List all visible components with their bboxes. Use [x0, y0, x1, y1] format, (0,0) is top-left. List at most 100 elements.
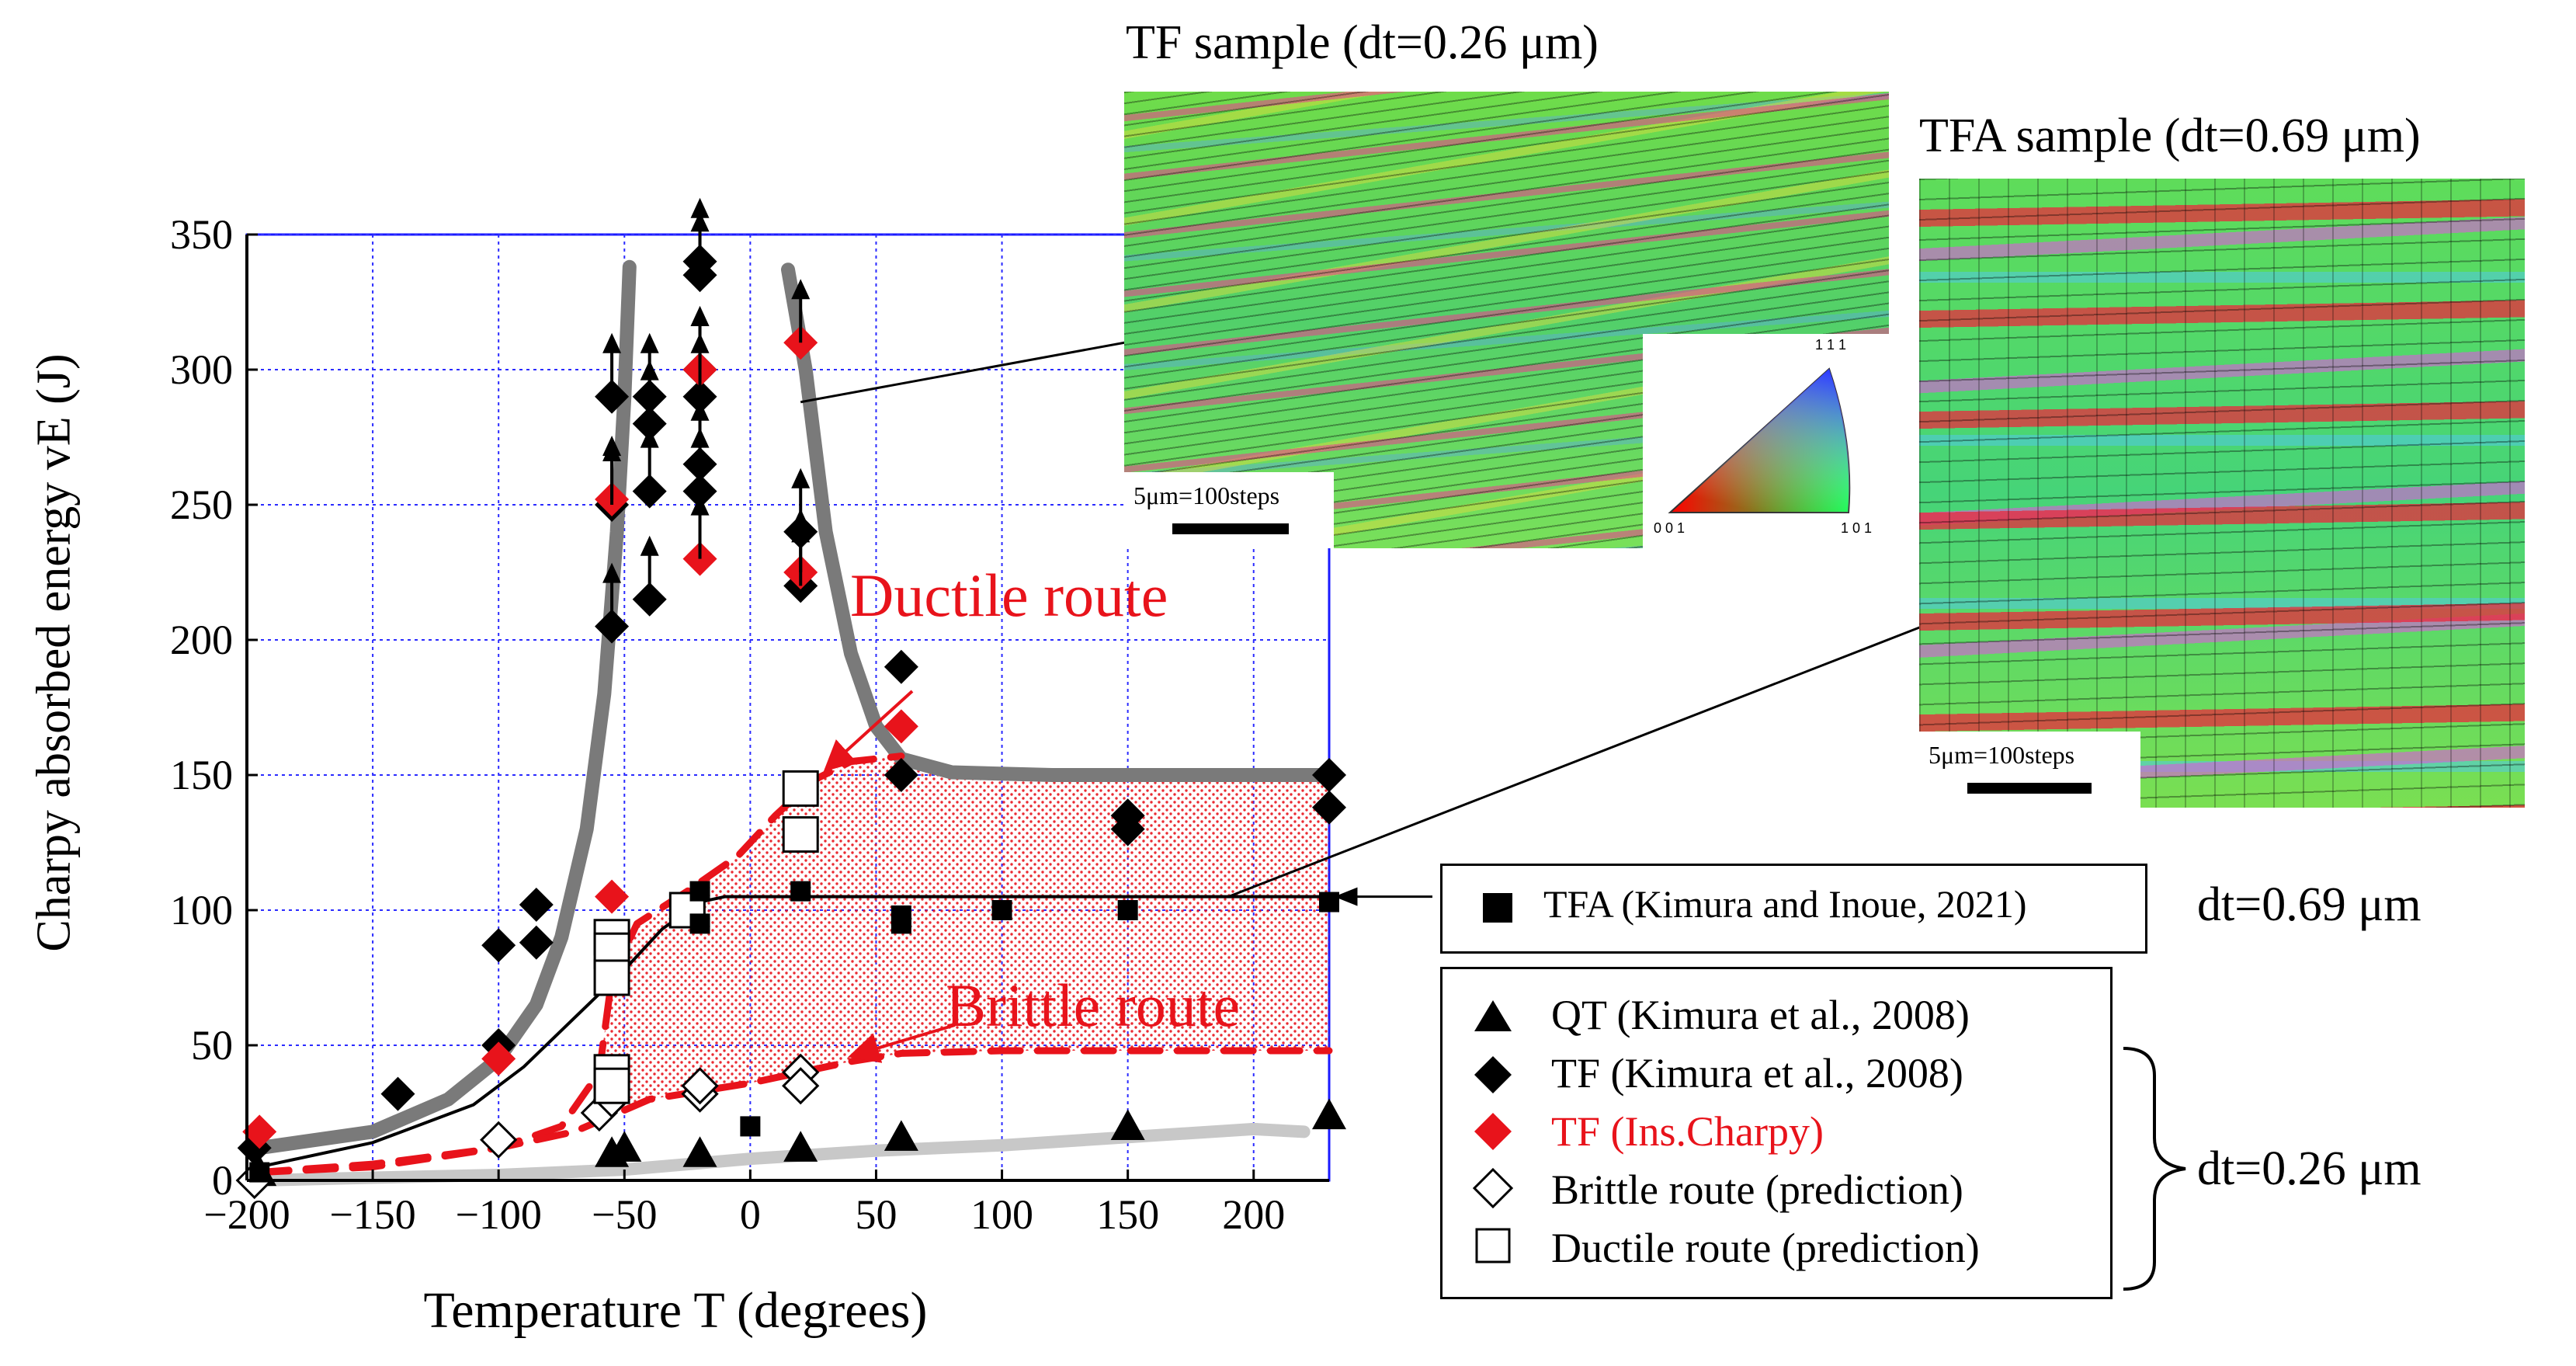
- x-tick-label: −150: [329, 1191, 415, 1238]
- legend-tf-ins-label: TF (Ins.Charpy): [1551, 1108, 1824, 1155]
- y-tick-label: 300: [170, 346, 233, 393]
- unbroken-arrow-head: [690, 197, 710, 218]
- tfa-ebsd-map: 5μm=100steps: [1919, 179, 2525, 808]
- point-tf-ins-charpy: [884, 709, 918, 744]
- curve-tf-ductile-brittle-curve-left-: [252, 259, 637, 1156]
- y-axis-title: Charpy absorbed energy vE (J): [27, 304, 82, 1003]
- point-brittle-route-prediction: [681, 1067, 719, 1105]
- tfa-legend-label: TFA (Kimura and Inoue, 2021): [1543, 882, 2027, 926]
- point-tf-kimura-et-al-2008: [1312, 758, 1346, 792]
- tf-sample-title: TF sample (dt=0.26 μm): [1126, 16, 1599, 71]
- point-qt-kimura-et-al-2008: [607, 1131, 642, 1162]
- y-tick-label: 100: [170, 887, 233, 933]
- point-qt-kimura-et-al-2008: [682, 1136, 717, 1167]
- y-tick-label: 250: [170, 481, 233, 528]
- point-tf-kimura-et-al-2008: [481, 928, 516, 963]
- point-tf-kimura-et-al-2008: [519, 925, 554, 960]
- tfa-sample-title: TFA sample (dt=0.69 μm): [1919, 109, 2421, 164]
- tf-scalebar-bar: [1172, 523, 1289, 534]
- ductile-route-arrow: [823, 690, 914, 772]
- x-axis-title: Temperature T (degrees): [248, 1281, 1102, 1340]
- y-axis-title-text: Charpy absorbed energy vE (J): [27, 353, 81, 952]
- point-tf-kimura-et-al-2008: [1110, 812, 1145, 846]
- point-qt-kimura-et-al-2008: [1110, 1109, 1145, 1140]
- main-legend: QT (Kimura et al., 2008) TF (Kimura et a…: [1440, 967, 2113, 1299]
- point-tfa-kimura-and-inoue-2021: [790, 881, 811, 902]
- ipf-triangle: [1668, 367, 1851, 513]
- x-tick-label: −100: [455, 1191, 541, 1238]
- tf-scalebar-label: 5μm=100steps: [1134, 481, 1280, 509]
- ipf-label-101: 1 0 1: [1841, 520, 1873, 536]
- ductile-brittle-region: [599, 756, 1329, 1116]
- point-tf-kimura-et-al-2008: [380, 1076, 415, 1111]
- point-tf-ins-charpy: [481, 1041, 516, 1076]
- group-brace: [2123, 1047, 2186, 1291]
- legend-ductile-label: Ductile route (prediction): [1551, 1225, 1980, 1271]
- x-tick-label: 100: [970, 1191, 1033, 1238]
- legend-ductile-open-square-icon: [1475, 1228, 1511, 1263]
- x-tick-label: −50: [592, 1191, 657, 1238]
- point-ductile-route-prediction: [593, 959, 630, 996]
- tfa-scalebar: 5μm=100steps: [1919, 732, 2140, 808]
- point-tfa-kimura-and-inoue-2021: [689, 913, 710, 934]
- point-qt-kimura-et-al-2008: [884, 1120, 918, 1151]
- ductile-brittle-region-fill: [599, 756, 1329, 1116]
- point-tf-kimura-et-al-2008: [884, 758, 918, 792]
- unbroken-arrow-head: [640, 332, 659, 353]
- x-axis-title-text: Temperature T (degrees): [423, 1282, 928, 1339]
- point-ductile-route-prediction: [593, 1067, 630, 1104]
- tf-scalebar: 5μm=100steps: [1124, 472, 1334, 548]
- tf-sample-title-text: TF sample: [1126, 16, 1331, 69]
- y-tick-label: 150: [170, 752, 233, 798]
- tf-ebsd-map: 5μm=100steps 1 1 1 0 0 1 1 0 1: [1124, 92, 1889, 548]
- point-tfa-kimura-and-inoue-2021: [689, 881, 710, 902]
- ipf-legend: 1 1 1 0 0 1 1 0 1: [1643, 334, 1889, 548]
- point-tfa-kimura-and-inoue-2021: [890, 913, 911, 934]
- unbroken-arrow-head: [640, 535, 659, 556]
- x-tick-label: −200: [203, 1191, 290, 1238]
- legend-markers: [1472, 1000, 1514, 1263]
- ipf-label-111: 1 1 1: [1815, 337, 1847, 353]
- point-qt-kimura-et-al-2008: [783, 1131, 818, 1162]
- legend-tf-diamond-icon: [1474, 1056, 1512, 1093]
- unbroken-arrow-head: [602, 436, 622, 457]
- legend-brittle-open-diamond-icon: [1472, 1167, 1514, 1209]
- x-tick-label: 50: [855, 1191, 897, 1238]
- unbroken-arrow-head: [791, 509, 811, 529]
- tfa-sample-title-text: TFA sample: [1919, 109, 2153, 162]
- ipf-label-001: 0 0 1: [1654, 520, 1686, 536]
- tfa-legend-square-icon: [1483, 893, 1512, 923]
- unbroken-arrow-head: [602, 332, 622, 353]
- tfa-connector-line: [1227, 624, 1926, 898]
- point-tf-ins-charpy: [242, 1114, 277, 1149]
- unbroken-arrow-head: [640, 360, 659, 381]
- unbroken-arrow-head: [690, 495, 710, 516]
- legend-qt-label: QT (Kimura et al., 2008): [1551, 992, 1970, 1038]
- tfa-scalebar-bar: [1967, 783, 2092, 794]
- group-dt-label: dt=0.26 μm: [2197, 1142, 2422, 1195]
- y-tick-label: 0: [212, 1157, 233, 1204]
- point-tf-kimura-et-al-2008: [884, 649, 918, 684]
- legend-brittle-label: Brittle route (prediction): [1551, 1166, 1963, 1213]
- point-tf-kimura-et-al-2008: [1312, 790, 1346, 825]
- tfa-scalebar-label: 5μm=100steps: [1929, 741, 2075, 769]
- curve-tf-ductile-brittle-curve-right-: [781, 262, 1336, 782]
- legend-qt-triangle-icon: [1474, 1000, 1512, 1031]
- unbroken-arrow-head: [690, 400, 710, 421]
- point-tf-ins-charpy: [595, 879, 630, 914]
- tfa-sample-dt: (dt=0.69 μm): [2164, 109, 2421, 162]
- brittle-route-annotation: Brittle route: [946, 971, 1241, 1039]
- unbroken-arrow-head: [791, 467, 811, 488]
- point-brittle-route-prediction: [480, 1121, 518, 1159]
- unbroken-arrow-head: [791, 279, 811, 300]
- legend-tf-label: TF (Kimura et al., 2008): [1551, 1050, 1963, 1097]
- point-tfa-kimura-and-inoue-2021: [991, 900, 1012, 920]
- tfa-legend-arrow-head: [1334, 887, 1358, 906]
- x-tick-label: 0: [740, 1191, 761, 1238]
- y-tick-label: 200: [170, 617, 233, 663]
- tfa-dt-label: dt=0.69 μm: [2197, 878, 2422, 931]
- point-qt-kimura-et-al-2008: [1312, 1098, 1346, 1130]
- point-brittle-route-prediction: [782, 1067, 820, 1105]
- unbroken-arrow-head: [690, 306, 710, 326]
- brittle-route-arrow: [848, 1024, 956, 1063]
